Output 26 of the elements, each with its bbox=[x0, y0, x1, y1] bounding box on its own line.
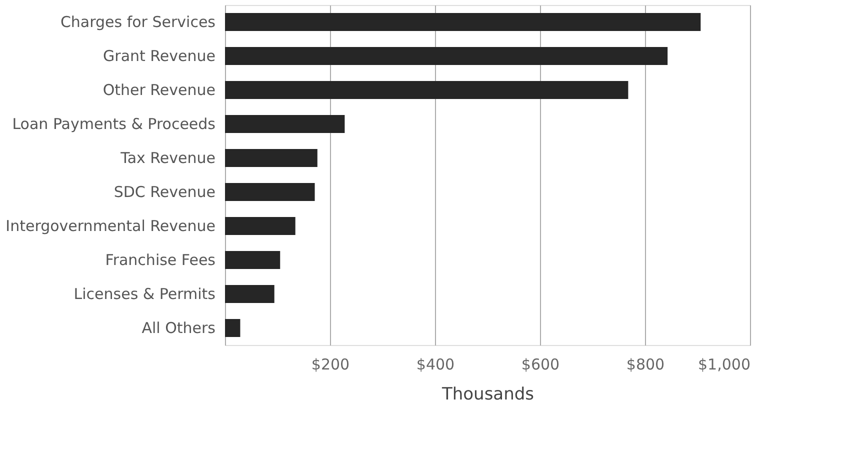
y-tick-label: Charges for Services bbox=[60, 13, 216, 31]
y-tick-label: All Others bbox=[142, 319, 216, 337]
y-tick-label: Tax Revenue bbox=[120, 149, 216, 167]
bar bbox=[225, 217, 296, 235]
y-tick-label: Grant Revenue bbox=[103, 47, 216, 65]
x-tick-label: $1,000 bbox=[698, 356, 750, 374]
x-tick-label: $600 bbox=[521, 356, 560, 374]
y-tick-label: Loan Payments & Proceeds bbox=[12, 115, 216, 133]
bar bbox=[225, 285, 274, 303]
x-tick-label: $200 bbox=[311, 356, 350, 374]
y-tick-label: SDC Revenue bbox=[114, 183, 216, 201]
bar bbox=[225, 149, 318, 167]
bar bbox=[225, 319, 240, 337]
x-tick-label: $400 bbox=[416, 356, 455, 374]
bar bbox=[225, 251, 280, 269]
y-tick-label: Franchise Fees bbox=[105, 251, 216, 269]
bar bbox=[225, 81, 628, 99]
bar bbox=[225, 13, 701, 31]
bar bbox=[225, 183, 315, 201]
bar bbox=[225, 115, 345, 133]
y-tick-label: Intergovernmental Revenue bbox=[6, 217, 216, 235]
bar bbox=[225, 47, 668, 65]
x-axis-title: Thousands bbox=[440, 384, 534, 404]
y-tick-label: Licenses & Permits bbox=[74, 285, 216, 303]
x-tick-label: $800 bbox=[626, 356, 665, 374]
y-tick-label: Other Revenue bbox=[102, 81, 216, 99]
